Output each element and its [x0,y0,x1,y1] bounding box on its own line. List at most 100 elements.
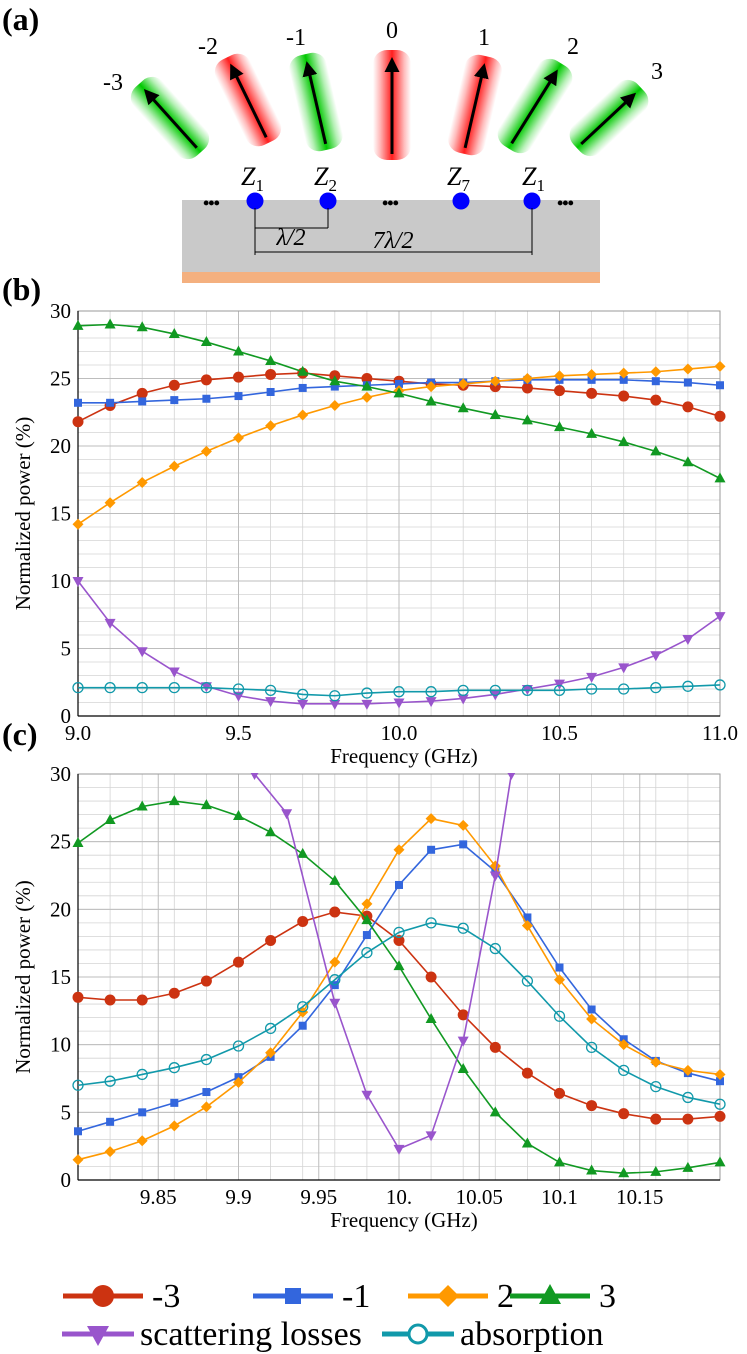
data-point-2 [104,1146,116,1158]
data-point-3 [650,1165,662,1176]
legend-item--1: -1 [253,1278,370,1315]
data-point-3 [554,1156,565,1167]
data-point-scattering-losses [393,1144,405,1155]
data-point--1 [138,1108,147,1117]
data-point-2 [457,819,469,831]
legend-label-3: 3 [599,1278,616,1315]
data-point-scattering-losses [265,697,277,708]
data-point-2 [489,375,501,387]
panel-label-b: (b) [2,271,41,307]
data-point--3 [425,971,437,983]
data-point--3 [200,975,212,987]
data-point-absorption [393,686,405,698]
data-point-3 [682,1161,694,1172]
data-point-scattering-losses [618,663,630,674]
x-tick-label: 10.0 [381,721,418,745]
data-point-absorption [361,946,373,959]
data-point--3 [72,416,84,428]
data-point-scattering-losses [329,998,341,1009]
data-point-3 [618,1167,630,1178]
data-point-3 [489,1106,501,1117]
data-point-2 [136,1135,148,1147]
data-point--1 [74,1127,82,1136]
data-point-scattering-losses [682,635,694,646]
data-point--3 [104,994,116,1006]
data-point-2 [682,1064,694,1076]
y-tick-label: 15 [50,502,71,526]
y-axis-label-b: Normalized power (%) [11,417,35,611]
data-point--3 [265,368,277,380]
data-point-scattering-losses [168,667,180,678]
legend-marker--1 [285,1288,301,1304]
data-point-2 [233,1077,244,1089]
data-point--3 [554,1087,565,1099]
ellipsis-middle: ••• [382,193,399,213]
data-point-scattering-losses [650,651,662,662]
legend-marker-3 [539,1284,561,1304]
data-point-absorption [553,684,566,696]
data-point-2 [425,813,437,825]
data-point-absorption [232,683,245,695]
data-point-scattering-losses [233,691,244,702]
data-point-absorption [682,680,694,692]
data-point-3 [136,800,148,811]
data-point-2 [618,367,630,379]
data-point--1 [716,381,724,390]
data-point-scattering-losses [457,694,469,705]
data-point--1 [234,392,243,401]
data-point-3 [393,387,405,398]
data-point-scattering-losses [281,809,293,820]
y-tick-label: 25 [50,830,71,854]
legend-item--3: -3 [63,1278,180,1315]
data-point--1 [459,840,468,849]
data-point-3 [521,1137,533,1148]
data-point-2 [265,420,277,432]
data-point-absorption [650,1080,662,1093]
data-point--3 [457,1009,469,1021]
data-point--1 [395,880,403,889]
beam-label-0: 0 [386,18,398,44]
beam-label-3: 3 [651,59,663,85]
data-point--1 [170,396,179,405]
data-point-3 [586,1164,598,1175]
ellipsis-left: ••• [203,193,220,213]
scatterer-label-z7: Z7 [447,162,470,195]
data-point--1 [523,913,532,922]
legend-label--1: -1 [342,1278,370,1315]
data-point--3 [136,387,148,399]
scatterer-z2 [319,192,337,210]
data-point-scattering-losses [425,1131,437,1142]
data-point--3 [714,410,726,422]
data-point-absorption [521,975,534,987]
data-point-absorption [489,684,501,696]
y-axis-label-c: Normalized power (%) [11,880,35,1074]
data-point-absorption [136,682,148,694]
legend-label-2: 2 [497,1278,514,1315]
beam-label-1: 1 [478,25,490,51]
data-point-2 [329,400,341,411]
legend-item-3: 3 [510,1278,616,1315]
data-point-absorption [104,1075,116,1087]
beam-1 [448,54,502,156]
beam-arrow--3 [143,89,198,149]
series-group-c [72,773,726,1178]
data-point--1 [106,398,115,407]
x-tick-label: 10.1 [541,1185,578,1209]
data-point-2 [136,476,148,488]
data-point-3 [265,826,277,837]
legend-marker-scattering-losses [87,1326,109,1346]
data-point--1 [170,1098,179,1107]
data-point--3 [72,991,84,1003]
data-point--1 [716,1077,724,1086]
y-tick-label: 20 [50,897,71,921]
data-point-3 [393,960,405,971]
x-tick-label: 10.05 [456,1185,503,1209]
data-point-2 [393,844,405,856]
beam-arrow--2 [230,63,268,138]
data-point-absorption [72,682,84,694]
data-point-2 [361,898,373,910]
y-tick-label: 10 [50,569,71,593]
data-point--3 [554,385,565,397]
data-point-2 [72,518,84,530]
